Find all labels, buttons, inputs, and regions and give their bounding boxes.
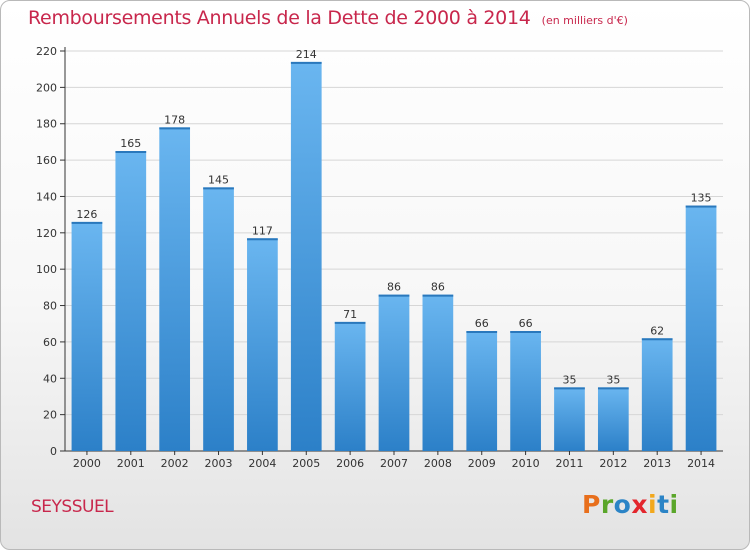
city-label: SEYSSUEL	[31, 497, 114, 517]
logo-letter: t	[657, 490, 670, 519]
bar-top-edge	[641, 338, 673, 341]
data-label-2002: 178	[164, 113, 185, 126]
bar-top-edge	[510, 331, 541, 333]
bar-2003	[203, 187, 234, 451]
bar-2000	[71, 221, 103, 451]
y-tick-label: 180	[36, 118, 57, 131]
x-tick-label: 2003	[205, 457, 233, 470]
y-tick-label: 200	[36, 81, 57, 94]
y-tick-label: 100	[36, 263, 57, 276]
x-tick-label: 2007	[380, 457, 408, 470]
proxiti-logo: Proxiti	[582, 490, 679, 519]
x-tick-label: 2013	[643, 457, 671, 470]
data-label-2001: 165	[120, 137, 141, 150]
bar-2001	[115, 151, 147, 451]
logo-letter: o	[613, 490, 632, 519]
x-tick-label: 2002	[161, 457, 189, 470]
logo-letter: r	[600, 490, 614, 519]
x-tick-label: 2012	[599, 457, 627, 470]
data-label-2005: 214	[296, 48, 317, 61]
title-line: Remboursements Annuels de la Dette de 20…	[28, 7, 628, 29]
bar-2012	[597, 387, 629, 451]
bar-2008	[422, 294, 454, 451]
bar-top-edge	[71, 221, 103, 224]
bar-2002	[159, 127, 191, 451]
bar-2013	[641, 338, 673, 451]
x-tick-label: 2004	[248, 457, 276, 470]
bar-2005	[290, 61, 322, 452]
chart-title: Remboursements Annuels de la Dette de 20…	[28, 7, 531, 29]
bar-top-edge	[466, 331, 498, 333]
data-label-2011: 35	[562, 373, 576, 386]
data-label-2006: 71	[343, 308, 357, 321]
x-tick-label: 2001	[117, 457, 145, 470]
bar-2007	[378, 294, 410, 451]
y-tick-label: 0	[50, 445, 57, 458]
bar-top-edge	[159, 127, 191, 130]
y-tick-label: 40	[43, 372, 57, 385]
data-label-2009: 66	[475, 317, 489, 330]
bar-2014	[685, 205, 717, 451]
bar-2009	[466, 331, 498, 451]
bar-2004	[247, 238, 278, 451]
x-tick-label: 2011	[555, 457, 583, 470]
bar-top-edge	[378, 294, 410, 297]
bar-top-edge	[685, 205, 717, 208]
axes: 0 20 40 60 80 100 120 140 160 180 200 220 2000 2001 20…	[36, 45, 723, 470]
data-label-2007: 86	[387, 281, 401, 294]
x-tick-label: 2009	[468, 457, 496, 470]
y-tick-label: 60	[43, 336, 57, 349]
y-tick-label: 120	[36, 227, 57, 240]
x-tick-label: 2008	[424, 457, 452, 470]
bar-top-edge	[422, 294, 454, 297]
bar-2006	[334, 321, 366, 451]
logo-letter: i	[669, 490, 679, 519]
x-tick-label: 2014	[687, 457, 715, 470]
data-labels: 126 165 178 145 117 214 71 86 86 66 66 35 35 62 135	[76, 48, 711, 386]
data-label-2012: 35	[606, 373, 620, 386]
logo-letter: i	[648, 490, 658, 519]
bar-2010	[510, 331, 541, 451]
y-tick-label: 80	[43, 300, 57, 313]
data-label-2004: 117	[252, 224, 273, 237]
data-label-2013: 62	[650, 324, 664, 337]
x-tick-label: 2005	[292, 457, 320, 470]
bars	[71, 61, 717, 452]
data-label-2003: 145	[208, 173, 229, 186]
data-label-2014: 135	[691, 192, 712, 205]
x-tick-label: 2006	[336, 457, 364, 470]
bar-top-edge	[554, 387, 585, 390]
y-tick-label: 20	[43, 409, 57, 422]
x-tick-label: 2010	[512, 457, 540, 470]
chart-unit-note: (en milliers d'€)	[541, 14, 628, 27]
bar-top-edge	[203, 187, 234, 190]
bar-top-edge	[290, 61, 322, 64]
y-tick-label: 140	[36, 190, 57, 203]
data-label-2008: 86	[431, 281, 445, 294]
data-label-2000: 126	[76, 208, 97, 221]
data-label-2010: 66	[519, 317, 533, 330]
bar-top-edge	[334, 321, 366, 324]
bar-top-edge	[247, 238, 278, 241]
logo-letter: P	[582, 490, 601, 519]
y-tick-label: 160	[36, 154, 57, 167]
y-tick-label: 220	[36, 45, 57, 58]
logo-letter: x	[631, 490, 648, 519]
bar-top-edge	[115, 151, 147, 153]
x-tick-label: 2000	[73, 457, 101, 470]
bar-top-edge	[597, 387, 629, 390]
bar-2011	[554, 387, 585, 451]
